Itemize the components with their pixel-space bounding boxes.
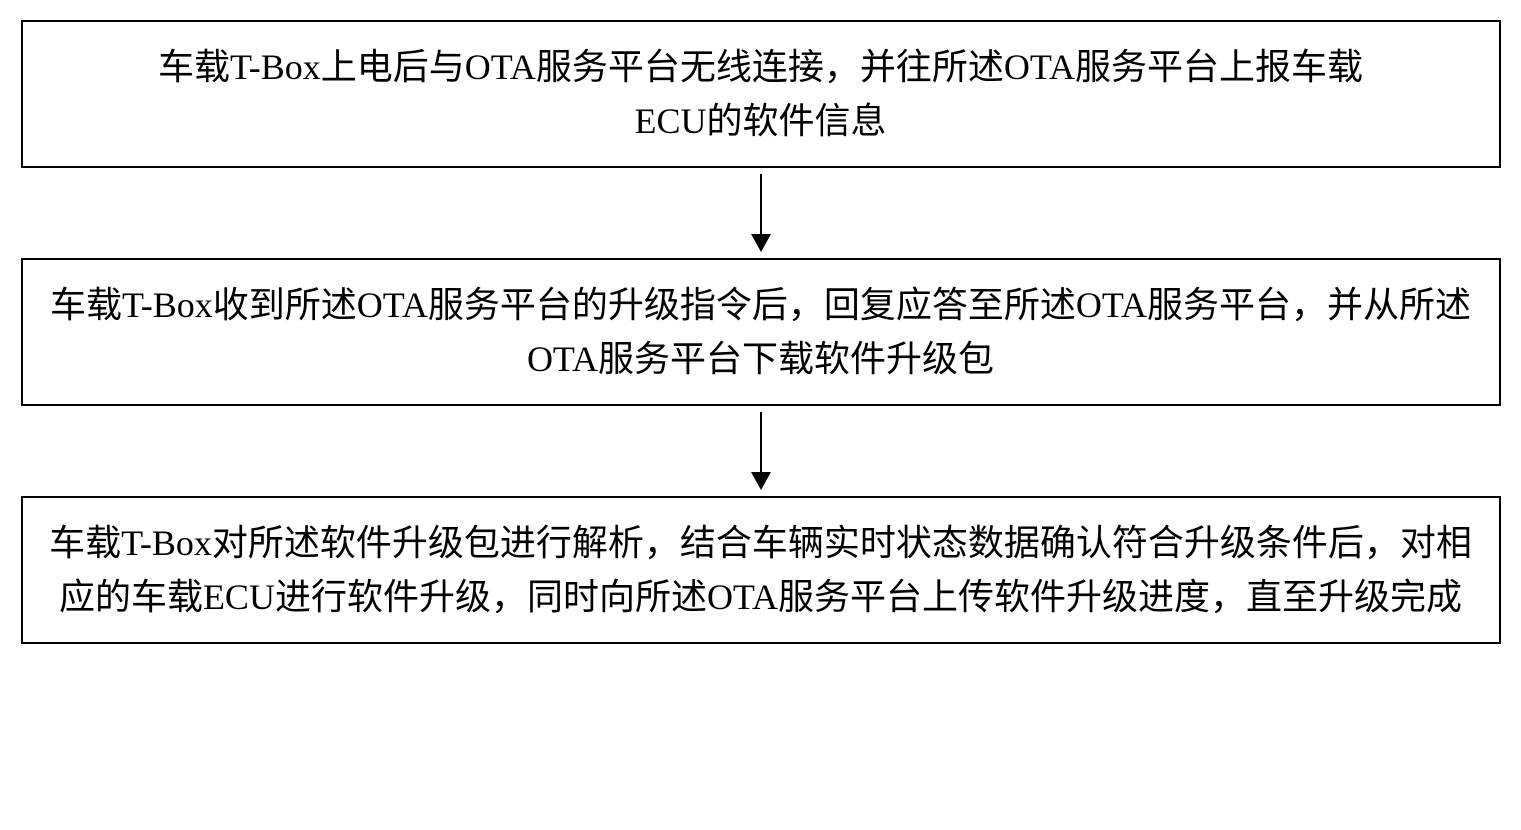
arrow-head-icon	[751, 472, 771, 490]
flowchart-container: 车载T-Box上电后与OTA服务平台无线连接，并往所述OTA服务平台上报车载EC…	[21, 20, 1501, 644]
step-1-text: 车载T-Box上电后与OTA服务平台无线连接，并往所述OTA服务平台上报车载EC…	[158, 47, 1363, 141]
flowchart-step-1: 车载T-Box上电后与OTA服务平台无线连接，并往所述OTA服务平台上报车载EC…	[21, 20, 1501, 168]
arrow-1-to-2	[751, 168, 771, 258]
step-2-text: 车载T-Box收到所述OTA服务平台的升级指令后，回复应答至所述OTA服务平台，…	[50, 285, 1471, 379]
arrow-head-icon	[751, 234, 771, 252]
arrow-line-icon	[760, 174, 762, 234]
step-3-text: 车载T-Box对所述软件升级包进行解析，结合车辆实时状态数据确认符合升级条件后，…	[49, 523, 1472, 617]
flowchart-step-2: 车载T-Box收到所述OTA服务平台的升级指令后，回复应答至所述OTA服务平台，…	[21, 258, 1501, 406]
arrow-line-icon	[760, 412, 762, 472]
arrow-2-to-3	[751, 406, 771, 496]
flowchart-step-3: 车载T-Box对所述软件升级包进行解析，结合车辆实时状态数据确认符合升级条件后，…	[21, 496, 1501, 644]
